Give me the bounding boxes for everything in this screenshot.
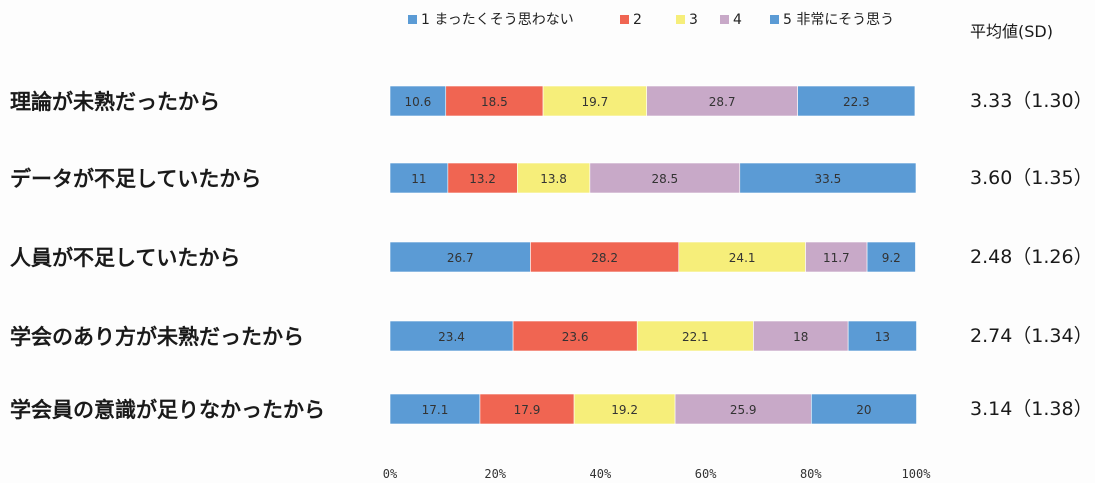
data-label-r4-s2: 23.6: [562, 330, 589, 344]
data-label-r4-s1: 23.4: [438, 330, 465, 344]
stat-value-4: 2.74（1.34）: [970, 325, 1093, 347]
data-label-r4-s4: 18: [793, 330, 808, 344]
bar-segment-r1-s3: [542, 85, 647, 117]
bar-segment-r5-s3: [573, 393, 676, 425]
x-tick-label-6: 100%: [902, 467, 932, 481]
bar-segment-r4-s5: [847, 320, 917, 352]
data-label-r1-s3: 19.7: [582, 95, 609, 109]
stat-value-5: 3.14（1.38）: [970, 398, 1093, 420]
data-label-r4-s3: 22.1: [682, 330, 709, 344]
stat-value-2: 3.60（1.35）: [970, 167, 1093, 189]
bar-segment-r1-s1: [389, 85, 447, 117]
data-label-r3-s2: 28.2: [591, 251, 618, 265]
bar-segment-r2-s4: [589, 162, 741, 194]
data-label-r3-s4: 11.7: [823, 251, 850, 265]
data-label-r2-s3: 13.8: [540, 172, 567, 186]
bar-segment-r1-s2: [445, 85, 544, 117]
bar-segment-r1-s4: [646, 85, 798, 117]
bar-segment-r3-s4: [805, 241, 868, 273]
data-label-r3-s1: 26.7: [447, 251, 474, 265]
bar-segment-r4-s4: [753, 320, 849, 352]
bar-segment-r4-s2: [512, 320, 638, 352]
x-tick-label-5: 80%: [800, 467, 822, 481]
x-tick-label-4: 60%: [695, 467, 717, 481]
data-label-r5-s5: 20: [856, 403, 871, 417]
data-label-r3-s3: 24.1: [729, 251, 756, 265]
bar-segment-r2-s1: [389, 162, 449, 194]
data-label-r1-s2: 18.5: [481, 95, 508, 109]
category-label-5: 学会員の意識が足りなかったから: [10, 398, 325, 422]
legend-label-3: 3: [689, 12, 698, 28]
stat-value-1: 3.33（1.30）: [970, 90, 1093, 112]
legend-label-5: 5 非常にそう思う: [783, 12, 894, 28]
bar-segment-r2-s5: [739, 162, 917, 194]
bar-segment-r4-s3: [636, 320, 754, 352]
bar-segment-r5-s2: [479, 393, 575, 425]
stat-value-3: 2.48（1.26）: [970, 246, 1093, 268]
data-label-r5-s4: 25.9: [730, 403, 757, 417]
category-label-1: 理論が未熟だったから: [10, 90, 220, 114]
bar-segment-r5-s1: [389, 393, 481, 425]
legend-label-2: 2: [633, 12, 642, 28]
data-label-r1-s1: 10.6: [405, 95, 432, 109]
data-label-r5-s1: 17.1: [422, 403, 449, 417]
data-label-r1-s4: 28.7: [709, 95, 736, 109]
bar-segment-r3-s2: [530, 241, 680, 273]
data-label-r4-s5: 13: [875, 330, 890, 344]
legend-swatch-2: [620, 15, 629, 24]
bar-segment-r3-s5: [866, 241, 916, 273]
bar-segment-r5-s5: [811, 393, 917, 425]
bar-segment-r3-s3: [678, 241, 806, 273]
x-tick-label-1: 0%: [383, 467, 398, 481]
data-label-r5-s2: 17.9: [514, 403, 541, 417]
data-label-r2-s2: 13.2: [469, 172, 496, 186]
legend-swatch-3: [676, 15, 685, 24]
bar-segment-r2-s2: [447, 162, 518, 194]
data-label-r2-s5: 33.5: [815, 172, 842, 186]
data-label-r2-s4: 28.5: [651, 172, 678, 186]
legend-swatch-1: [408, 15, 417, 24]
data-label-r2-s1: 11: [411, 172, 426, 186]
legend-swatch-5: [770, 15, 779, 24]
x-tick-label-3: 40%: [590, 467, 612, 481]
bar-segment-r1-s5: [797, 85, 916, 117]
category-label-3: 人員が不足していたから: [10, 246, 240, 270]
data-label-r3-s5: 9.2: [882, 251, 901, 265]
legend-swatch-4: [720, 15, 729, 24]
legend-label-1: 1 まったくそう思わない: [421, 12, 574, 28]
data-label-r5-s3: 19.2: [611, 403, 638, 417]
legend-label-4: 4: [733, 12, 742, 28]
stats-header: 平均値(SD): [970, 22, 1053, 41]
bar-segment-r4-s1: [389, 320, 514, 352]
data-label-r1-s5: 22.3: [843, 95, 870, 109]
category-label-2: データが不足していたから: [10, 167, 261, 191]
x-tick-label-2: 20%: [484, 467, 506, 481]
bar-segment-r2-s3: [516, 162, 591, 194]
category-label-4: 学会のあり方が未熟だったから: [10, 325, 304, 349]
